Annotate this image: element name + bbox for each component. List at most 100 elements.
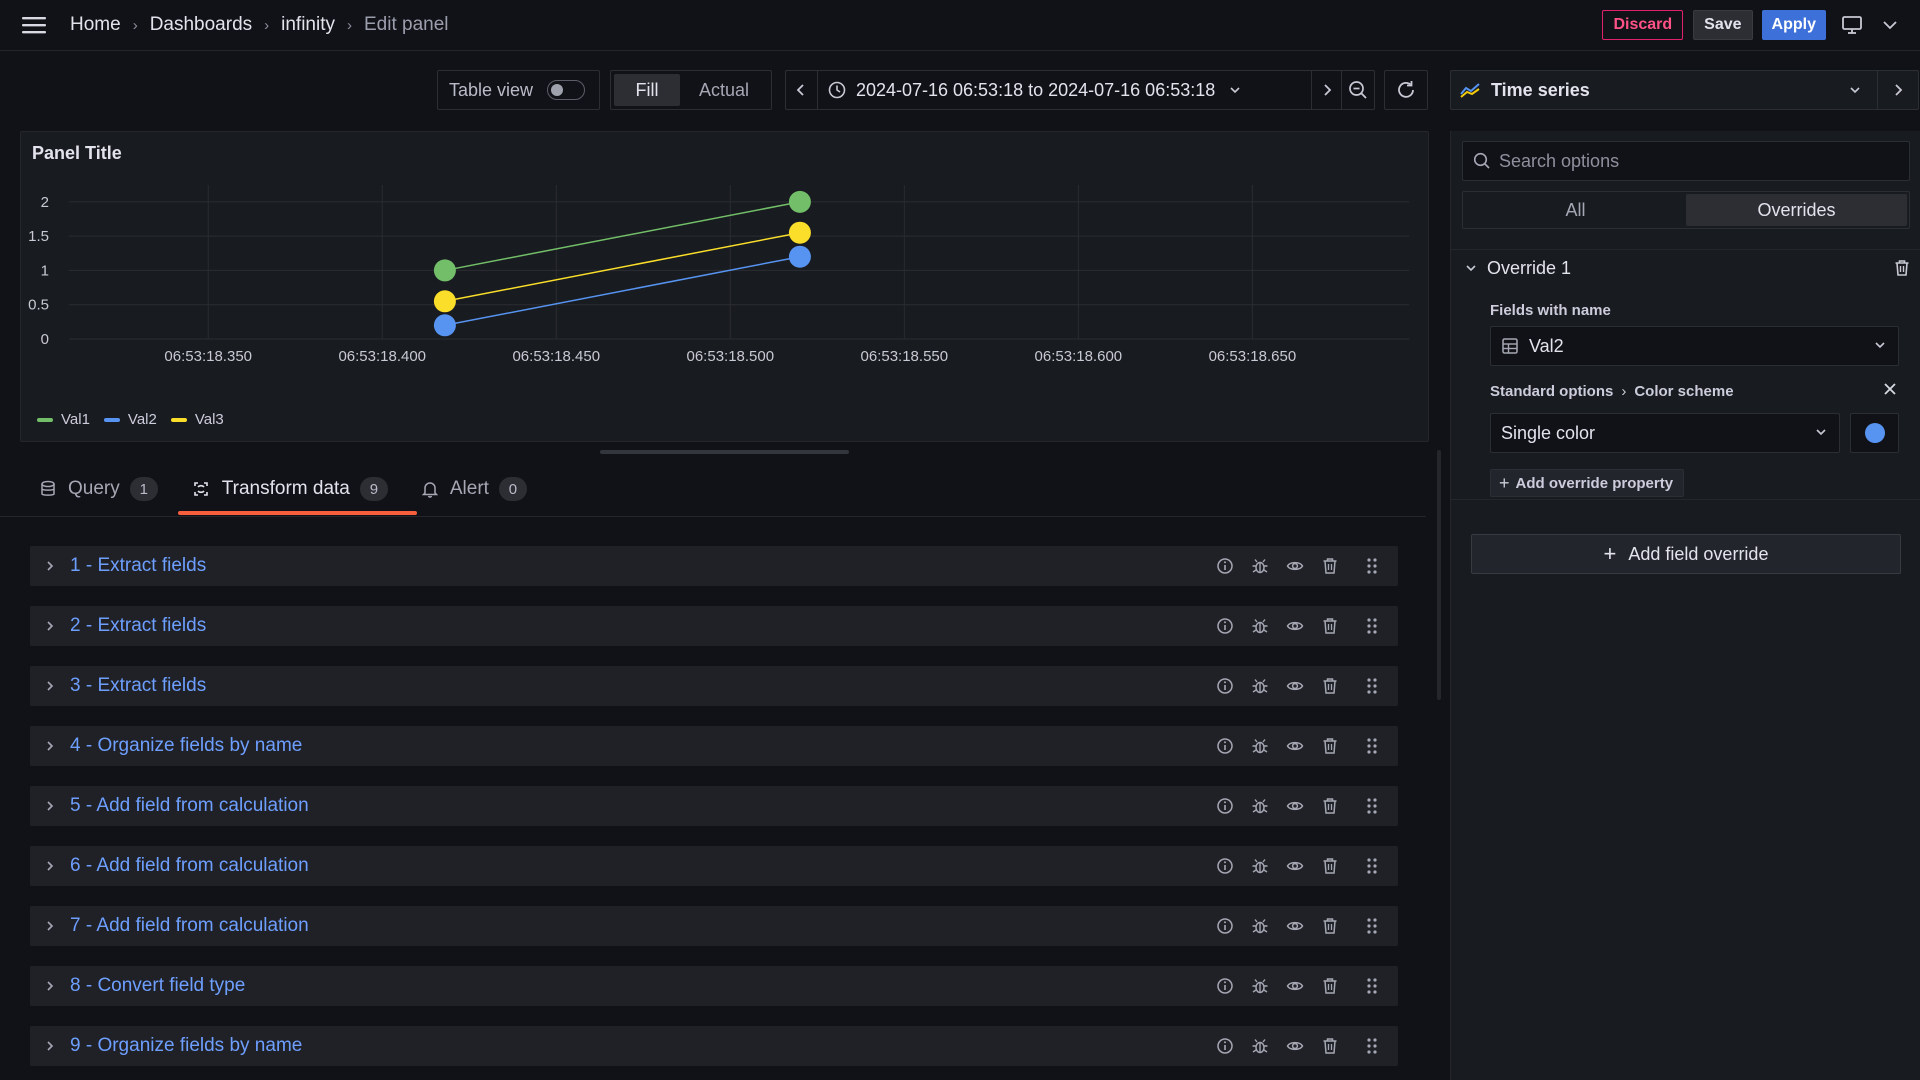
override-header[interactable]: Override 1 — [1451, 250, 1920, 286]
eye-icon[interactable] — [1285, 556, 1305, 576]
add-override-property-button[interactable]: + Add override property — [1490, 469, 1685, 497]
tab-query[interactable]: Query 1 — [20, 470, 172, 516]
bug-icon[interactable] — [1250, 856, 1270, 876]
fill-option[interactable]: Fill — [614, 74, 680, 106]
trash-icon[interactable] — [1894, 259, 1910, 277]
property-category: Standard options — [1490, 383, 1614, 400]
legend-item[interactable]: Val3 — [170, 411, 224, 428]
info-icon[interactable] — [1215, 1036, 1235, 1056]
drag-handle-icon[interactable] — [1362, 556, 1382, 576]
tv-mode-icon[interactable] — [1840, 15, 1864, 35]
eye-icon[interactable] — [1285, 616, 1305, 636]
info-icon[interactable] — [1215, 916, 1235, 936]
breadcrumb-home[interactable]: Home — [70, 14, 121, 35]
chevron-down-icon[interactable] — [1882, 20, 1898, 30]
drag-handle-icon[interactable] — [1362, 976, 1382, 996]
drag-handle-icon[interactable] — [1362, 676, 1382, 696]
drag-handle-icon[interactable] — [1362, 1036, 1382, 1056]
trash-icon[interactable] — [1320, 796, 1340, 816]
menu-icon[interactable] — [20, 14, 48, 36]
bug-icon[interactable] — [1250, 676, 1270, 696]
color-scheme-select[interactable]: Single color — [1490, 413, 1840, 453]
bug-icon[interactable] — [1250, 916, 1270, 936]
eye-icon[interactable] — [1285, 736, 1305, 756]
transformation-row[interactable]: 5 - Add field from calculation — [30, 786, 1398, 826]
zoom-out-icon[interactable] — [1342, 71, 1374, 109]
bug-icon[interactable] — [1250, 1036, 1270, 1056]
info-icon[interactable] — [1215, 676, 1235, 696]
plus-icon: + — [1499, 472, 1510, 493]
time-shift-back-icon[interactable] — [786, 71, 818, 109]
tab-all[interactable]: All — [1565, 199, 1586, 220]
drag-handle-icon[interactable] — [1362, 916, 1382, 936]
bug-icon[interactable] — [1250, 736, 1270, 756]
plus-icon: + — [1603, 541, 1617, 566]
add-field-override-button[interactable]: + Add field override — [1471, 534, 1901, 574]
tab-overrides[interactable]: Overrides — [1686, 194, 1907, 226]
transformation-row[interactable]: 9 - Organize fields by name — [30, 1026, 1398, 1066]
eye-icon[interactable] — [1285, 856, 1305, 876]
tab-transform-data[interactable]: Transform data 9 — [172, 470, 402, 516]
trash-icon[interactable] — [1320, 1036, 1340, 1056]
transformation-row[interactable]: 4 - Organize fields by name — [30, 726, 1398, 766]
transformation-row[interactable]: 8 - Convert field type — [30, 966, 1398, 1006]
eye-icon[interactable] — [1285, 676, 1305, 696]
trash-icon[interactable] — [1320, 976, 1340, 996]
info-icon[interactable] — [1215, 736, 1235, 756]
refresh-icon[interactable] — [1384, 70, 1428, 110]
actual-option[interactable]: Actual — [698, 79, 750, 100]
apply-button[interactable]: Apply — [1761, 10, 1826, 40]
legend-label: Val2 — [127, 411, 157, 428]
chevron-right-icon[interactable] — [1878, 71, 1918, 109]
transformation-row[interactable]: 3 - Extract fields — [30, 666, 1398, 706]
resize-handle[interactable] — [600, 450, 849, 454]
eye-icon[interactable] — [1285, 1036, 1305, 1056]
eye-icon[interactable] — [1285, 796, 1305, 816]
trash-icon[interactable] — [1320, 676, 1340, 696]
chevron-right-icon — [41, 739, 59, 753]
eye-icon[interactable] — [1285, 916, 1305, 936]
chevron-down-icon — [1849, 86, 1861, 94]
info-icon[interactable] — [1215, 856, 1235, 876]
eye-icon[interactable] — [1285, 976, 1305, 996]
panel: Panel Title 0 0.5 1 1.5 2 06:53:18.350 06:53:1… — [20, 131, 1429, 442]
table-view-toggle[interactable] — [547, 80, 586, 100]
info-icon[interactable] — [1215, 976, 1235, 996]
transformation-row[interactable]: 1 - Extract fields — [30, 546, 1398, 586]
info-icon[interactable] — [1215, 556, 1235, 576]
bug-icon[interactable] — [1250, 796, 1270, 816]
trash-icon[interactable] — [1320, 616, 1340, 636]
transformation-row[interactable]: 7 - Add field from calculation — [30, 906, 1398, 946]
search-input[interactable] — [1499, 150, 1899, 172]
breadcrumb-dashboards[interactable]: Dashboards — [149, 14, 253, 35]
info-icon[interactable] — [1215, 796, 1235, 816]
drag-handle-icon[interactable] — [1362, 736, 1382, 756]
time-shift-forward-icon[interactable] — [1312, 71, 1343, 109]
transformation-row[interactable]: 6 - Add field from calculation — [30, 846, 1398, 886]
discard-button[interactable]: Discard — [1602, 10, 1684, 40]
color-picker-button[interactable] — [1850, 413, 1899, 453]
time-range-button[interactable]: 2024-07-16 06:53:18 to 2024-07-16 06:53:… — [818, 71, 1313, 109]
legend-item[interactable]: Val1 — [37, 411, 90, 428]
legend-item[interactable]: Val2 — [103, 411, 157, 428]
drag-handle-icon[interactable] — [1362, 616, 1382, 636]
tab-alert[interactable]: Alert 0 — [402, 470, 541, 516]
trash-icon[interactable] — [1320, 736, 1340, 756]
close-icon[interactable] — [1883, 382, 1897, 396]
save-button[interactable]: Save — [1693, 10, 1753, 40]
bug-icon[interactable] — [1250, 556, 1270, 576]
drag-handle-icon[interactable] — [1362, 796, 1382, 816]
trash-icon[interactable] — [1320, 556, 1340, 576]
bug-icon[interactable] — [1250, 616, 1270, 636]
chevron-right-icon — [41, 679, 59, 693]
drag-handle-icon[interactable] — [1362, 856, 1382, 876]
trash-icon[interactable] — [1320, 856, 1340, 876]
info-icon[interactable] — [1215, 616, 1235, 636]
transformation-row[interactable]: 2 - Extract fields — [30, 606, 1398, 646]
field-name-select[interactable]: Val2 — [1490, 326, 1899, 366]
breadcrumb-dashboard[interactable]: infinity — [281, 14, 335, 35]
trash-icon[interactable] — [1320, 916, 1340, 936]
visualization-select[interactable]: Time series — [1451, 71, 1878, 109]
scrollbar[interactable] — [1437, 450, 1441, 700]
bug-icon[interactable] — [1250, 976, 1270, 996]
